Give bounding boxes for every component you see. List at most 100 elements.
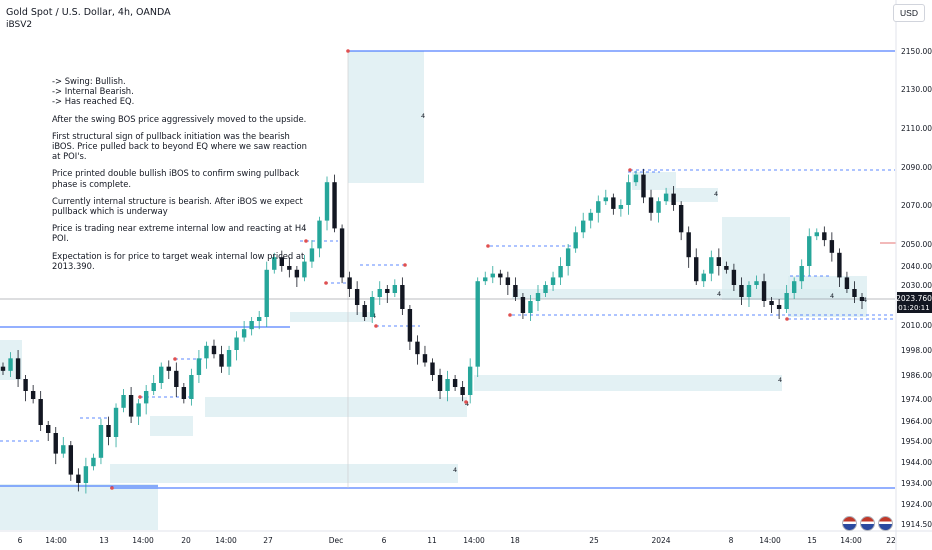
candle-body [121,395,126,408]
x-tick-label: 14:00 [132,536,154,545]
candle-body [385,289,390,293]
y-tick-label: 1934.000 [901,479,932,488]
x-tick-label: 27 [263,536,273,545]
candle-body [709,257,714,274]
y-tick-label: 1998.000 [901,346,932,355]
candle-body [746,285,752,297]
flag-icon[interactable] [842,516,857,531]
candle-body [324,182,330,221]
candle-body [535,293,541,301]
note-line: -> Internal Bearish. [52,86,134,97]
candle-body [30,391,36,399]
candle-body [784,293,789,309]
candle-body [731,269,737,285]
x-tick-label: 14:00 [759,536,781,545]
candle-body [603,197,609,202]
candle-body [204,345,209,359]
pivot-marker [138,395,142,399]
note-line: -> Swing: Bullish. [52,76,126,86]
candle-body [294,269,300,278]
candle-body [219,354,224,367]
candle-body [505,277,511,285]
candle-body [626,182,631,205]
poi-zone [110,464,458,483]
currency-button[interactable]: USD [893,4,925,22]
pivot-marker [304,239,308,243]
pivot-marker [173,357,177,361]
candle-body [302,261,307,278]
candle-body [437,375,443,391]
candle-body [226,350,232,367]
note-line: First structural sign of pullback initia… [52,130,307,162]
candle-body [23,379,28,391]
candle-body [151,383,156,391]
candle-body [174,370,179,387]
candle-body [776,305,782,309]
candle-body [581,220,586,233]
candle-body [490,273,495,278]
time-axis[interactable]: 6 14:00 13 14:00 20 14:00 27 Dec 6 11 14:00 18 25 202… [0,530,932,545]
candle-body [392,285,398,293]
candle-body [814,232,819,237]
poi-zone [0,484,158,530]
note-line: -> Has reached EQ. [52,96,135,107]
zone-marker-label: 4 [714,190,718,198]
candle-body [106,425,111,437]
x-tick-label: 13 [99,536,109,545]
x-tick-label: 8 [729,536,734,545]
candle-body [550,277,556,285]
y-tick-label: 2090.000 [901,163,932,172]
poi-zone [290,312,372,322]
candle-body [671,193,676,205]
x-tick-label: 20 [181,536,191,545]
x-tick-label: 2024 [651,536,670,545]
candle-body [430,362,435,375]
y-tick-label: 2040.000 [901,262,932,271]
candlesticks [0,168,865,494]
candle-body [648,197,654,213]
pivot-marker [374,324,378,328]
y-tick-label: 2110.000 [901,124,932,133]
zone-marker-label: 4 [717,290,721,298]
analysis-notes: -> Swing: Bullish. -> Internal Bearish. … [52,76,312,278]
x-tick-label: 25 [589,536,599,545]
x-tick-label: 22 [886,536,896,545]
candle-body [588,212,593,221]
note-line: Expectation is for price to target weak … [52,250,305,271]
candle-body [852,289,857,297]
candle-body [483,277,488,282]
candle-body [76,474,81,483]
x-tick-label: 6 [382,536,387,545]
pivot-marker [110,486,114,490]
zone-marker-label: 4 [778,376,782,384]
candle-body [241,329,247,338]
candle-body [113,407,119,437]
candle-body [91,457,96,467]
price-axis[interactable]: 2150.000 2130.000 2110.000 2090.000 2070.000… [895,0,932,550]
candle-body [407,309,413,342]
price-tag-box [897,292,932,313]
poi-zone [512,289,850,299]
candle-body [467,366,473,395]
candle-body [98,425,104,458]
flag-icon[interactable] [860,516,875,531]
candle-body [445,379,450,391]
candle-body [362,305,367,317]
candle-body [498,273,503,278]
candle-body [415,341,420,355]
pivot-markers [110,49,789,490]
candle-body [663,193,669,202]
candle-body [339,228,345,278]
candle-body [761,281,767,301]
candle-body [249,321,254,330]
y-tick-label: 1954.000 [901,437,932,446]
pivot-marker [324,281,328,285]
candle-body [136,403,141,417]
candle-body [694,257,699,282]
candle-body [859,297,865,301]
flag-icon[interactable] [878,516,893,531]
x-tick-label: 14:00 [215,536,237,545]
candle-body [309,248,315,262]
candle-body [332,182,337,229]
